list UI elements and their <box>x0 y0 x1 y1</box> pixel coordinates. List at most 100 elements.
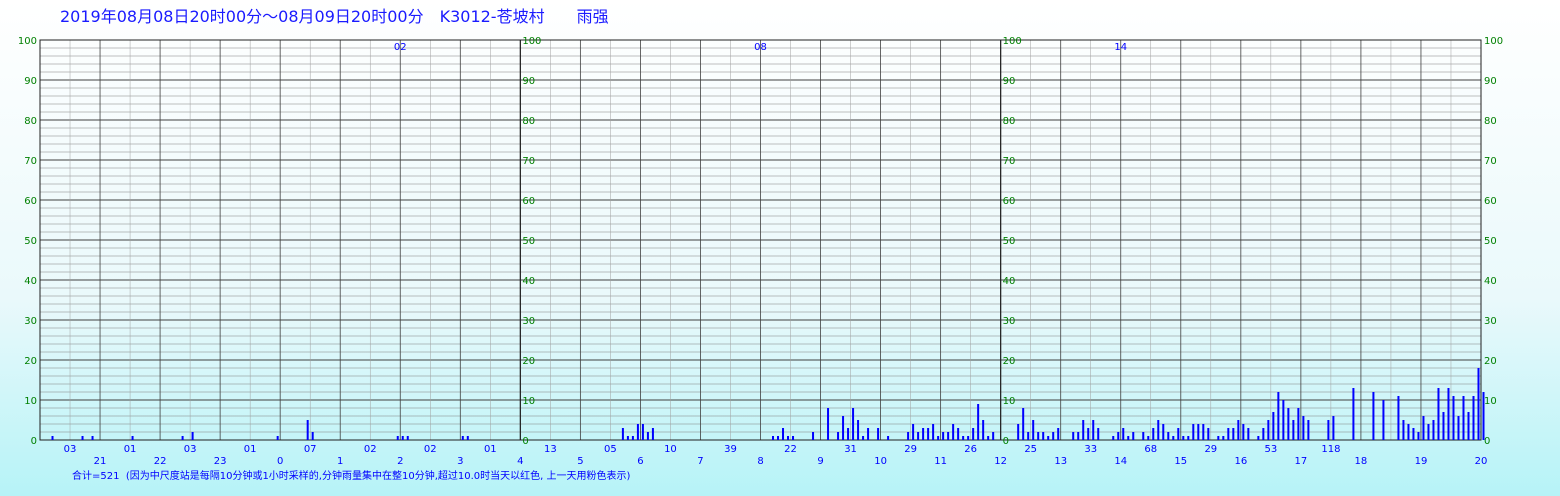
rain-bar <box>1462 396 1465 440</box>
rain-bar <box>957 428 960 440</box>
rain-bar <box>1302 416 1305 440</box>
rain-bar <box>1037 432 1040 440</box>
hour-tick-label: 12 <box>994 456 1007 467</box>
rain-bar <box>1162 424 1165 440</box>
hour-tick-label: 17 <box>1295 456 1308 467</box>
rain-bar <box>181 436 184 440</box>
rain-bar <box>937 436 940 440</box>
rain-bar <box>1407 424 1410 440</box>
rain-bar <box>1147 436 1150 440</box>
rain-bar <box>276 436 279 440</box>
rain-bar <box>651 428 654 440</box>
rain-bar <box>1117 432 1120 440</box>
rain-bar <box>1092 420 1095 440</box>
rain-bar <box>1297 408 1300 440</box>
hour-tick-label: 11 <box>934 456 947 467</box>
rain-bar <box>1267 420 1270 440</box>
rain-bar <box>641 424 644 440</box>
rain-bar <box>1402 420 1405 440</box>
rain-bar <box>1222 436 1225 440</box>
hour-tick-label: 10 <box>874 456 887 467</box>
rain-bar <box>962 436 965 440</box>
y-tick-label: 70 <box>1484 156 1497 167</box>
hour-total-label: 53 <box>1264 444 1277 455</box>
rain-bar <box>1187 436 1190 440</box>
y-tick-label: 70 <box>522 156 535 167</box>
chart-title: 2019年08月08日20时00分～08月09日20时00分 K3012-苍坡村… <box>60 7 609 26</box>
rain-bar <box>1027 432 1030 440</box>
hour-tick-label: 6 <box>637 456 643 467</box>
hour-total-label: 68 <box>1144 444 1157 455</box>
rain-bar <box>1257 436 1260 440</box>
y-tick-label: 80 <box>24 116 37 127</box>
rain-bar <box>1097 428 1100 440</box>
y-tick-label: 70 <box>1003 156 1016 167</box>
y-tick-label: 50 <box>1003 236 1016 247</box>
rain-bar <box>782 428 785 440</box>
rain-bar <box>1372 392 1375 440</box>
rain-bar <box>1282 400 1285 440</box>
hour-total-label: 13 <box>544 444 557 455</box>
rain-bar <box>777 436 780 440</box>
rain-bar <box>1482 392 1485 440</box>
y-tick-label: 10 <box>522 396 535 407</box>
rain-bar <box>1087 428 1090 440</box>
y-tick-label: 100 <box>1484 36 1503 47</box>
rain-bar <box>922 428 925 440</box>
rain-bar <box>867 428 870 440</box>
rain-bar <box>1112 436 1115 440</box>
hour-tick-label: 22 <box>154 456 167 467</box>
rain-bar <box>842 416 845 440</box>
rain-bar <box>987 436 990 440</box>
rain-bar <box>847 428 850 440</box>
rain-bar <box>942 432 945 440</box>
y-tick-label: 40 <box>1003 276 1016 287</box>
rain-bar <box>1207 428 1210 440</box>
hour-total-label: 29 <box>904 444 917 455</box>
hour-tick-label: 4 <box>517 456 523 467</box>
rain-bar <box>81 436 84 440</box>
y-tick-label: 90 <box>1484 76 1497 87</box>
hour-tick-label: 13 <box>1054 456 1067 467</box>
rain-bar <box>812 432 815 440</box>
y-tick-label: 40 <box>1484 276 1497 287</box>
hour-tick-label: 9 <box>817 456 823 467</box>
rain-bar <box>636 424 639 440</box>
rain-bar <box>1352 388 1355 440</box>
rain-bar <box>1422 416 1425 440</box>
y-tick-label: 0 <box>31 436 37 447</box>
rain-bar <box>1287 408 1290 440</box>
y-tick-label: 0 <box>1003 436 1009 447</box>
y-tick-label: 30 <box>522 316 535 327</box>
y-tick-label: 80 <box>1003 116 1016 127</box>
rain-bar <box>406 436 409 440</box>
rain-bar <box>1397 396 1400 440</box>
y-tick-label: 0 <box>522 436 528 447</box>
hour-tick-label: 18 <box>1355 456 1368 467</box>
rain-bar <box>967 436 970 440</box>
rain-bar <box>621 428 624 440</box>
hour-total-label: 01 <box>124 444 137 455</box>
rain-bar <box>1177 428 1180 440</box>
hour-tick-label: 1 <box>337 456 343 467</box>
y-tick-label: 20 <box>522 356 535 367</box>
rain-bar <box>1122 428 1125 440</box>
rain-bar <box>837 432 840 440</box>
rain-bar <box>1477 368 1480 440</box>
rain-bar <box>952 424 955 440</box>
rain-bar <box>1217 436 1220 440</box>
rain-bar <box>1077 432 1080 440</box>
hour-tick-label: 3 <box>457 456 463 467</box>
rain-bar <box>1412 428 1415 440</box>
y-tick-label: 50 <box>522 236 535 247</box>
rain-bar <box>1082 420 1085 440</box>
rain-bar <box>1022 408 1025 440</box>
rain-bar <box>927 428 930 440</box>
rain-bar <box>626 436 629 440</box>
hour-tick-label: 2 <box>397 456 403 467</box>
rain-bar <box>972 428 975 440</box>
y-tick-label: 70 <box>24 156 37 167</box>
rain-bar <box>1417 432 1420 440</box>
rain-bar <box>1032 420 1035 440</box>
panel-label: 02 <box>394 42 407 53</box>
